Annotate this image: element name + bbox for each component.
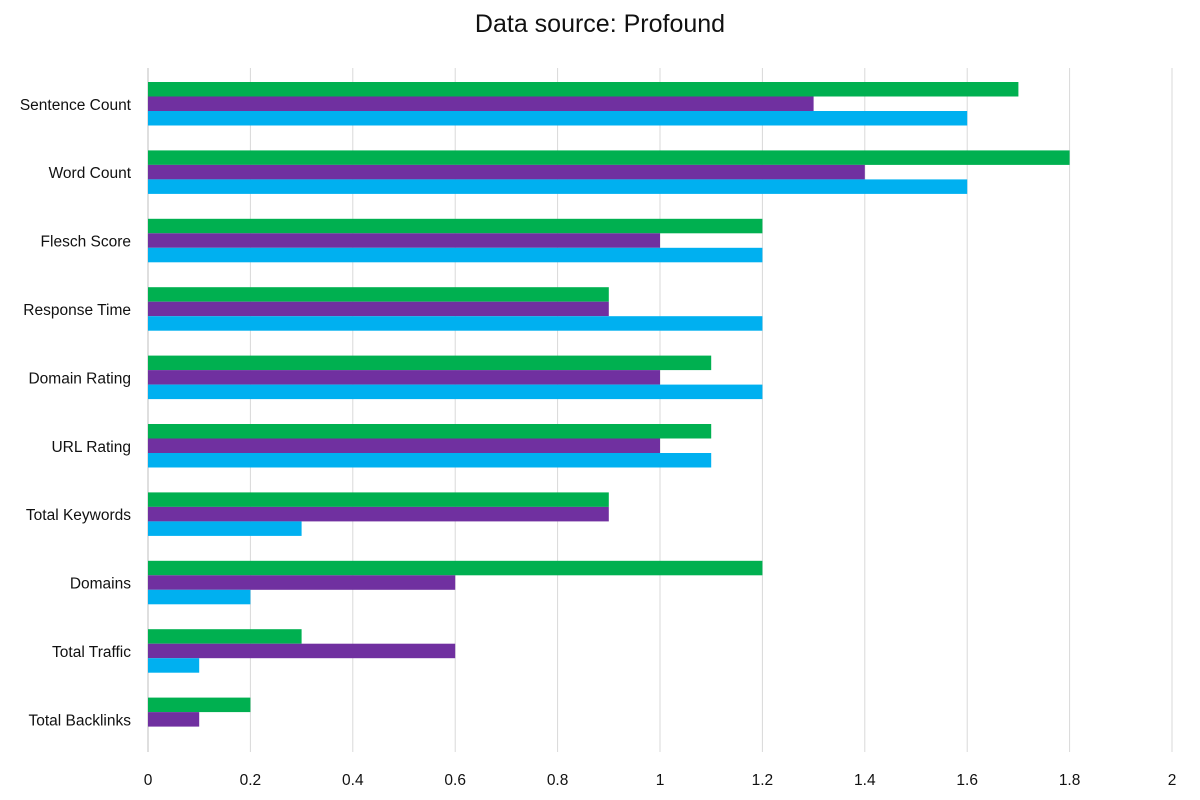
category-label: Total Traffic: [52, 644, 131, 661]
bar-domains-series-2: [148, 575, 456, 590]
bar-total-traffic-series-3: [148, 658, 200, 673]
x-tick-label: 0.2: [240, 772, 262, 789]
x-tick-label: 2: [1168, 772, 1177, 789]
bar-word-count-series-1: [148, 150, 1070, 165]
category-label: Response Time: [23, 302, 131, 319]
x-tick-label: 0.6: [444, 772, 466, 789]
x-tick-label: 1.4: [854, 772, 876, 789]
bar-response-time-series-3: [148, 316, 763, 331]
x-tick-label: 0.8: [547, 772, 569, 789]
bar-response-time-series-2: [148, 301, 609, 317]
bar-response-time-series-1: [148, 287, 609, 302]
bar-total-keywords-series-3: [148, 521, 302, 536]
bar-domains-series-3: [148, 589, 251, 605]
bar-total-traffic-series-1: [148, 629, 302, 644]
bar-flesch-score-series-3: [148, 247, 763, 263]
x-tick-label: 1.8: [1059, 772, 1081, 789]
chart-subtitle: Data source: Profound: [474, 10, 726, 38]
x-tick-label: 0: [144, 772, 153, 789]
bar-domain-rating-series-1: [148, 355, 712, 371]
bar-domains-series-1: [148, 560, 763, 576]
bar-total-keywords-series-1: [148, 492, 609, 507]
category-label: URL Rating: [51, 439, 131, 456]
bar-total-backlinks-series-2: [148, 712, 200, 727]
bar-sentence-count-series-2: [148, 96, 814, 111]
bar-sentence-count-series-3: [148, 111, 968, 126]
category-label: Domains: [70, 576, 131, 593]
bar-url-rating-series-3: [148, 453, 712, 468]
bar-total-traffic-series-2: [148, 643, 456, 659]
category-label: Domain Rating: [28, 370, 131, 387]
bar-flesch-score-series-1: [148, 218, 763, 234]
category-label: Total Keywords: [26, 507, 131, 524]
x-tick-label: 0.4: [342, 772, 364, 789]
x-tick-label: 1.6: [956, 772, 978, 789]
bar-total-keywords-series-2: [148, 506, 609, 522]
bar-domain-rating-series-2: [148, 370, 660, 385]
x-tick-label: 1.2: [752, 772, 774, 789]
category-label: Total Backlinks: [28, 712, 131, 729]
bar-total-backlinks-series-1: [148, 697, 251, 713]
category-label: Sentence Count: [20, 97, 132, 114]
bar-flesch-score-series-2: [148, 233, 660, 248]
bar-url-rating-series-1: [148, 424, 712, 439]
category-label: Word Count: [49, 165, 132, 182]
bar-layer: [148, 82, 1070, 727]
bar-word-count-series-3: [148, 179, 968, 194]
bar-url-rating-series-2: [148, 438, 660, 453]
label-layer: 0 0.2 0.4 0.6 0.8 1 1.2 1.4 1.6 1.8 2 Sentence Coun…: [20, 97, 1176, 789]
bar-word-count-series-2: [148, 164, 865, 180]
x-tick-label: 1: [656, 772, 665, 789]
bar-domain-rating-series-3: [148, 384, 763, 400]
bar-sentence-count-series-1: [148, 82, 1019, 97]
category-label: Flesch Score: [41, 234, 131, 251]
